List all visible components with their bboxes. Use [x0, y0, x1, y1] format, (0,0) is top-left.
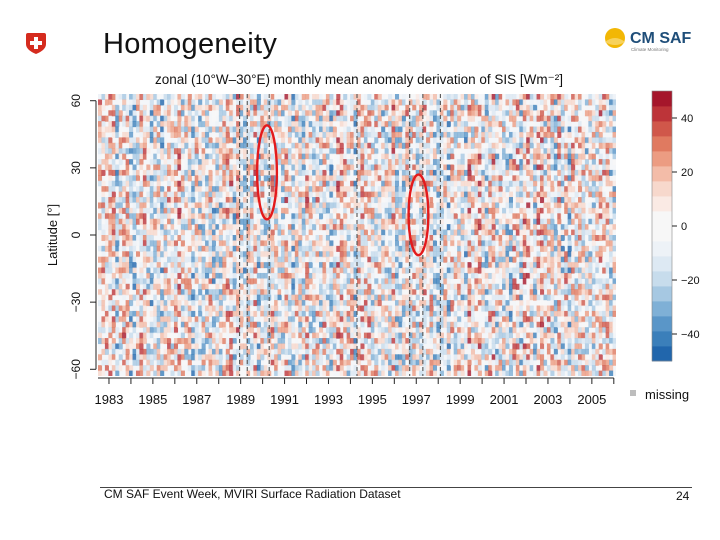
- x-tick-label: 2001: [490, 392, 519, 407]
- colorbar-swatch: [652, 106, 672, 122]
- cm-saf-logo: CM SAF Climate Monitoring: [605, 28, 692, 52]
- colorbar-swatch: [652, 301, 672, 317]
- colorbar-swatch: [652, 226, 672, 242]
- x-tick-label: 1989: [226, 392, 255, 407]
- colorbar-tick-label: 0: [681, 221, 687, 233]
- y-tick-label: 0: [69, 231, 83, 238]
- logo-subtext: Climate Monitoring: [631, 47, 669, 52]
- heatmap-plot-area: [98, 94, 616, 376]
- x-tick-label: 1987: [182, 392, 211, 407]
- x-tick-label: 1999: [446, 392, 475, 407]
- colorbar-legend: −40 −20 0 20 40 missing: [630, 90, 700, 402]
- y-tick-label: 60: [69, 94, 83, 108]
- colorbar-tick-label: 20: [681, 167, 693, 179]
- colorbar-swatch: [652, 166, 672, 182]
- highlight-ellipse: [407, 173, 430, 257]
- x-tick-label: 1983: [95, 392, 124, 407]
- y-tick-label: −30: [69, 292, 83, 313]
- x-tick-label: 1993: [314, 392, 343, 407]
- y-tick-label: −60: [69, 359, 83, 380]
- x-tick-label: 2005: [577, 392, 606, 407]
- colorbar-swatch: [652, 286, 672, 302]
- colorbar-tick-label: 40: [681, 113, 693, 125]
- colorbar-swatch: [652, 211, 672, 227]
- x-tick-label: 1995: [358, 392, 387, 407]
- missing-label: missing: [645, 387, 689, 402]
- x-tick-label: 1991: [270, 392, 299, 407]
- colorbar-swatch: [652, 346, 672, 362]
- chart-title: zonal (10°W–30°E) monthly mean anomaly d…: [155, 72, 563, 87]
- colorbar-swatch: [652, 91, 672, 107]
- colorbar-swatch: [652, 151, 672, 167]
- colorbar-swatch: [652, 121, 672, 137]
- axes: −60 −30 0 30 60 1983 1985 1987 1989 1991 1993 1995 1…: [69, 94, 615, 407]
- colorbar-swatch: [652, 241, 672, 257]
- colorbar-swatch: [652, 136, 672, 152]
- swiss-flag-icon: [26, 33, 46, 54]
- colorbar-swatch: [652, 271, 672, 287]
- x-tick-label: 2003: [533, 392, 562, 407]
- footer-divider: [100, 487, 692, 488]
- colorbar-swatch: [652, 256, 672, 272]
- highlight-ellipse: [255, 124, 279, 221]
- slide-title: Homogeneity: [103, 28, 278, 60]
- y-axis-label: Latitude [°]: [45, 204, 60, 266]
- x-tick-label: 1997: [402, 392, 431, 407]
- colorbar-tick-label: −40: [681, 329, 700, 341]
- colorbar-swatch: [652, 331, 672, 347]
- colorbar-swatch: [652, 196, 672, 212]
- colorbar-swatch: [652, 181, 672, 197]
- page-number: 24: [676, 489, 690, 503]
- y-tick-label: 30: [69, 161, 83, 175]
- zonal-anomaly-heatmap-chart: zonal (10°W–30°E) monthly mean anomaly d…: [45, 72, 700, 407]
- colorbar-tick-label: −20: [681, 275, 700, 287]
- colorbar-swatch: [652, 316, 672, 332]
- x-tick-label: 1985: [138, 392, 167, 407]
- missing-swatch: [630, 390, 636, 396]
- logo-text: CM SAF: [630, 30, 692, 47]
- footer-text: CM SAF Event Week, MVIRI Surface Radiati…: [104, 487, 401, 501]
- anomaly-texture: [98, 94, 616, 376]
